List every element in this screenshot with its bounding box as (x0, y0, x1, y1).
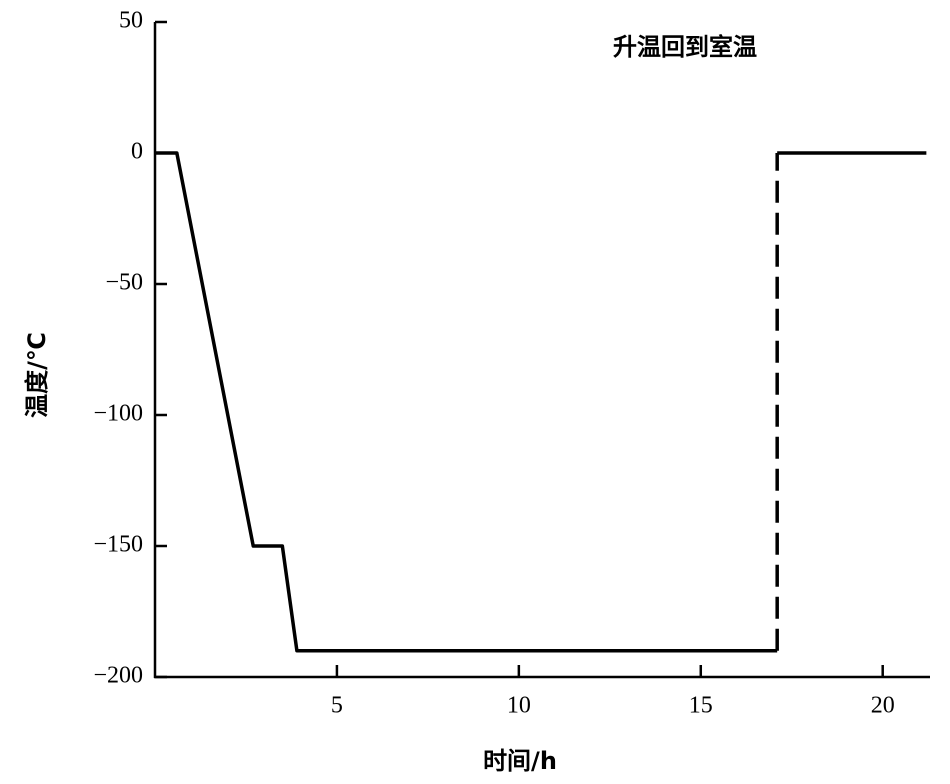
y-axis-label: 温度/℃ (23, 332, 51, 418)
y-tick-label: 50 (119, 8, 143, 34)
x-axis-label: 时间/h (483, 747, 557, 775)
data-line (155, 151, 778, 653)
x-tick-label: 20 (871, 693, 895, 719)
y-tick-label: −100 (93, 401, 143, 427)
y-tick-label: −200 (93, 663, 143, 689)
y-tick-label: −50 (105, 270, 143, 296)
y-tick-label: 0 (131, 139, 143, 165)
y-tick-label: −150 (93, 532, 143, 558)
x-tick-label: 10 (507, 693, 531, 719)
annotation: 升温回到室温 (613, 33, 757, 61)
x-tick-label: 5 (331, 693, 343, 719)
x-tick-label: 15 (689, 693, 713, 719)
